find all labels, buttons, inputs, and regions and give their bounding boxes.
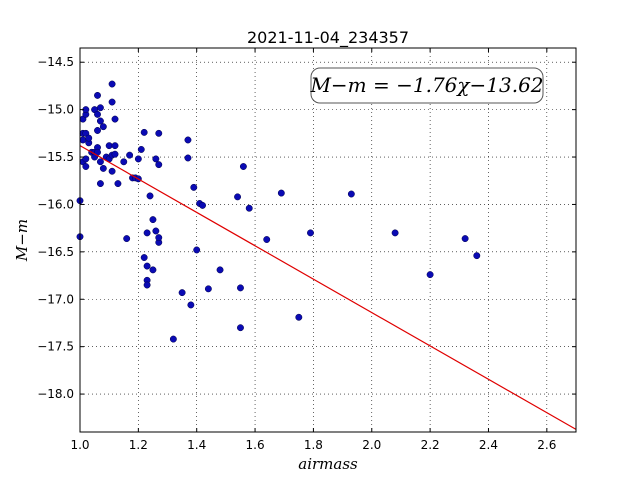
data-point [295, 313, 303, 321]
data-point [99, 164, 107, 172]
y-tick-label: −18.0 [37, 387, 74, 401]
data-point [277, 189, 285, 197]
grid-lines [79, 48, 576, 432]
x-tick-label: 1.2 [129, 438, 148, 452]
fit-line [79, 145, 577, 430]
data-point [204, 285, 212, 293]
data-point [184, 136, 192, 144]
data-point [152, 155, 160, 163]
data-point [245, 204, 253, 212]
data-point [140, 128, 148, 136]
fit-annotation: M−m = −1.76χ−13.62 [309, 67, 544, 104]
y-tick-label: −15.0 [37, 103, 74, 117]
y-tick-label: −17.5 [37, 340, 74, 354]
data-point [169, 335, 177, 343]
data-point [263, 236, 271, 243]
data-point [85, 134, 93, 142]
data-point [120, 158, 128, 166]
x-tick-label: 1.8 [304, 438, 323, 452]
x-tick-label: 1.6 [246, 438, 265, 452]
data-point [347, 190, 355, 198]
data-point [178, 289, 186, 297]
data-point [155, 234, 163, 242]
data-point [134, 155, 142, 163]
data-point [234, 193, 242, 201]
data-point [155, 161, 163, 169]
data-point [140, 254, 148, 261]
data-point [143, 229, 151, 237]
data-point [216, 266, 224, 274]
data-point [187, 301, 195, 309]
data-point [96, 104, 104, 112]
data-point [184, 154, 192, 162]
data-point [199, 201, 206, 209]
data-point [239, 163, 247, 170]
y-axis-label: M−m [13, 219, 31, 262]
x-tick-label: 2.6 [537, 438, 556, 452]
x-tick-label: 1.0 [70, 438, 89, 452]
plot-frame [79, 47, 577, 433]
x-tick-label: 2.0 [362, 438, 381, 452]
data-point [190, 183, 198, 191]
data-point [126, 151, 134, 159]
fit-line-group [79, 145, 577, 430]
data-point [108, 167, 116, 175]
data-point [114, 180, 122, 188]
data-point [96, 117, 104, 125]
data-point [307, 229, 314, 237]
scatter-points [76, 80, 481, 343]
data-point [108, 80, 116, 88]
data-point [105, 142, 113, 150]
data-point [82, 163, 90, 170]
fit-annotation-text: M−m = −1.76χ−13.62 [309, 73, 543, 97]
data-point [111, 142, 119, 150]
x-tick-label: 1.4 [187, 438, 206, 452]
data-point [79, 136, 87, 144]
data-point [111, 115, 119, 123]
data-point [426, 271, 434, 279]
x-tick-label: 2.4 [479, 438, 498, 452]
data-point [108, 98, 116, 106]
data-point [391, 229, 399, 237]
y-tick-label: −17.0 [37, 292, 74, 306]
data-point [123, 235, 131, 243]
data-point [237, 284, 244, 292]
data-point [94, 110, 101, 118]
data-point [193, 246, 201, 254]
y-tick-label: −14.5 [37, 55, 74, 69]
axis-ticks: 1.0 1.2 1.4 1.6 1.8 2.0 2.2 2.4 2.6 −14.5 −15.0 −15… [37, 48, 576, 452]
y-tick-label: −15.5 [37, 150, 74, 164]
data-point [96, 158, 104, 166]
data-point [152, 227, 160, 235]
x-tick-label: 2.2 [421, 438, 440, 452]
data-point [237, 324, 244, 332]
data-point [96, 180, 104, 188]
data-point [146, 192, 154, 200]
data-point [94, 127, 101, 134]
data-point [473, 252, 481, 260]
data-point [143, 281, 151, 289]
data-point [149, 266, 157, 274]
data-point [82, 155, 90, 163]
fit-annotation-box [310, 67, 544, 104]
data-point [461, 235, 469, 243]
data-point [137, 146, 145, 153]
x-axis-label: airmass [298, 455, 358, 473]
data-point [111, 150, 119, 158]
data-point [99, 123, 107, 131]
chart-title: 2021-11-04_234357 [247, 28, 409, 48]
data-point [94, 91, 101, 99]
y-tick-label: −16.0 [37, 197, 74, 211]
data-point [143, 262, 151, 270]
data-point [155, 129, 163, 137]
data-point [149, 216, 157, 224]
y-tick-label: −16.5 [37, 245, 74, 259]
